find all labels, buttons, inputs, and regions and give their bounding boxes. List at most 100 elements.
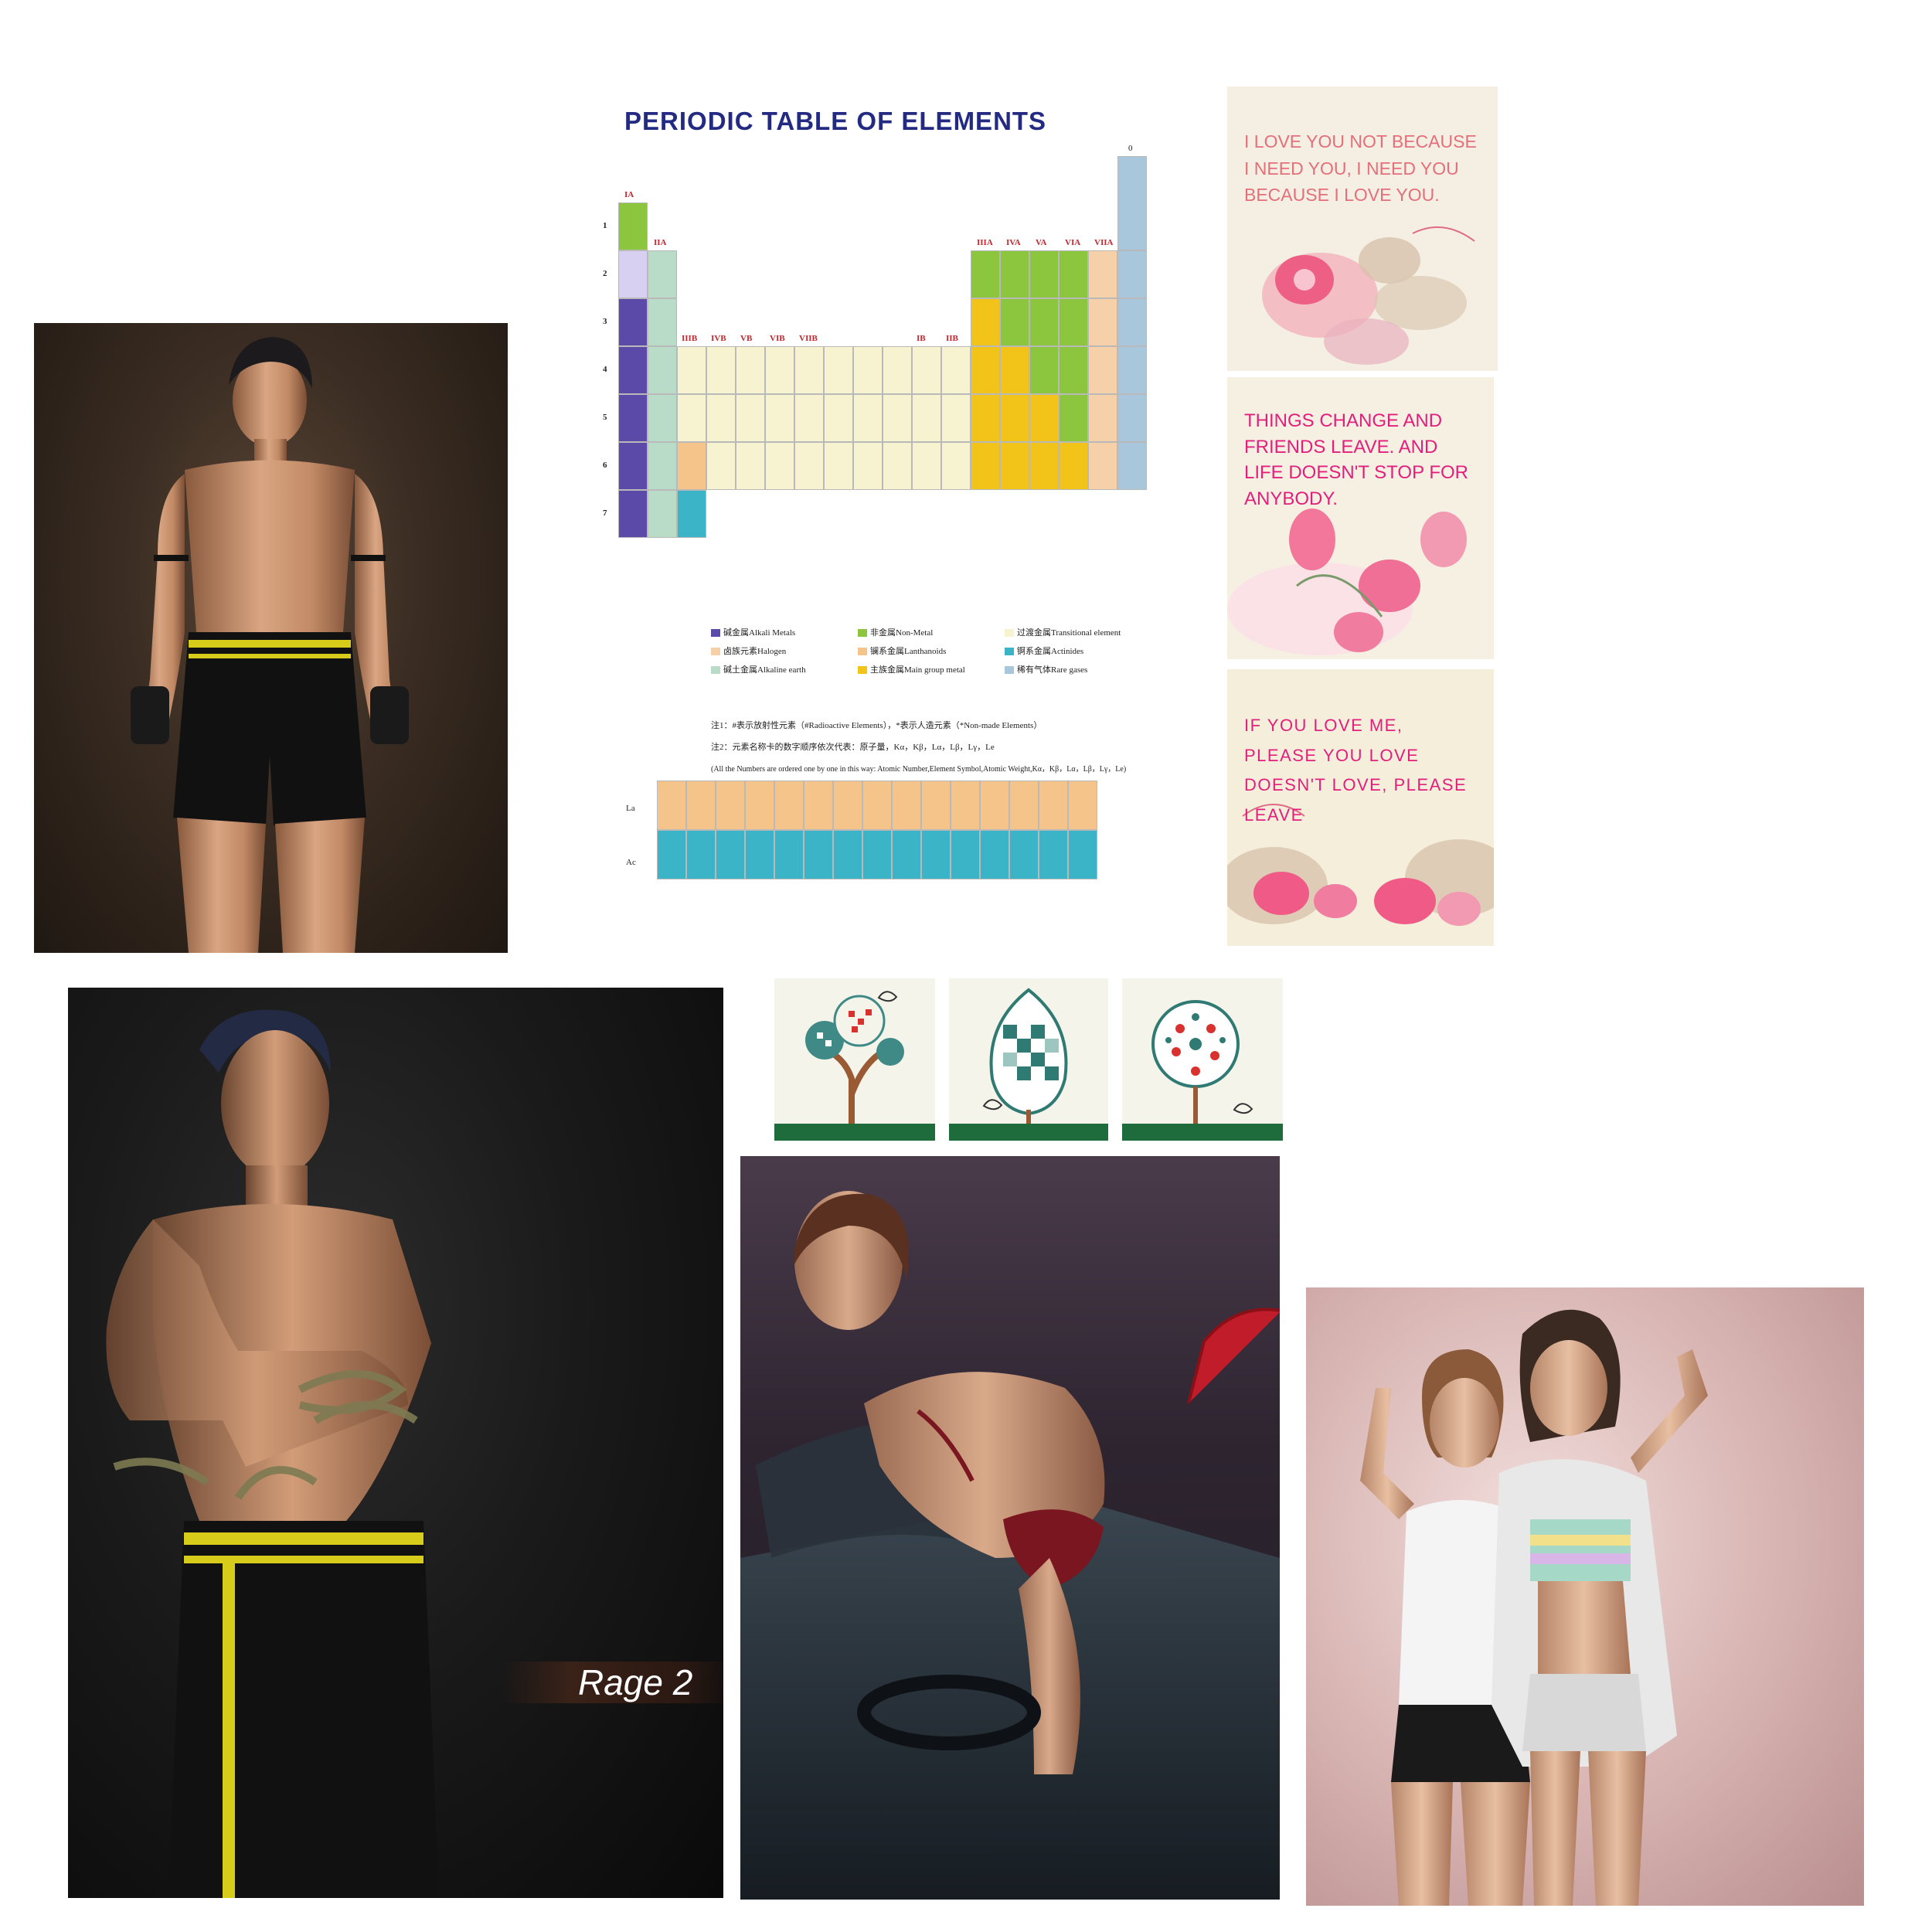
element-cell [1059, 346, 1088, 394]
group-label: IIIA [977, 238, 993, 247]
periodic-note-1: 注1：#表示放射性元素（#Radioactive Elements），*表示人造… [711, 721, 1043, 730]
period-label: 5 [603, 413, 607, 422]
lanthanide-cell [716, 781, 745, 830]
legend-entry: 非金属Non-Metal [858, 626, 933, 638]
legend-swatch [858, 629, 867, 638]
element-cell [1117, 298, 1147, 346]
element-cell [824, 442, 853, 490]
actinide-cell [1039, 830, 1068, 879]
legend-label: 主族金属Main group metal [870, 665, 965, 675]
group-label: VB [740, 334, 753, 343]
element-cell [941, 346, 971, 394]
legend-swatch [711, 629, 720, 638]
element-cell [648, 346, 677, 394]
element-cell [1000, 442, 1029, 490]
legend-swatch [1005, 648, 1014, 656]
element-cell [912, 346, 941, 394]
actinide-cell [892, 830, 921, 879]
legend-label: 锕系金属Actinides [1017, 647, 1084, 656]
actinide-label: Ac [626, 858, 636, 867]
actinide-cell [833, 830, 862, 879]
element-cell [706, 442, 736, 490]
element-cell [765, 346, 794, 394]
fighter-image-2: Rage 2 [68, 988, 723, 1898]
element-cell [618, 298, 648, 346]
legend-entry: 卤族元素Halogen [711, 645, 786, 657]
element-cell [941, 442, 971, 490]
element-cell [1029, 346, 1059, 394]
element-cell [677, 490, 706, 538]
element-cell [1029, 442, 1059, 490]
element-cell [1029, 394, 1059, 442]
period-label: 1 [603, 221, 607, 230]
period-label: 3 [603, 317, 607, 326]
legend-label: 过渡金属Transitional element [1017, 628, 1121, 638]
element-cell [618, 442, 648, 490]
group-label: IIA [654, 238, 667, 247]
element-cell [794, 346, 824, 394]
legend-entry: 主族金属Main group metal [858, 663, 965, 675]
car-scene-image [740, 1156, 1280, 1900]
element-cell [883, 346, 912, 394]
group-label: IIB [946, 334, 958, 343]
group-label: VIIB [799, 334, 818, 343]
element-cell [1000, 298, 1029, 346]
flower-decoration [1227, 804, 1494, 926]
element-cell [618, 394, 648, 442]
element-cell [736, 346, 765, 394]
actinide-cell [716, 830, 745, 879]
rage-2-label: Rage 2 [501, 1662, 723, 1703]
group-label: VIIA [1094, 238, 1114, 247]
element-cell [648, 490, 677, 538]
element-cell [794, 394, 824, 442]
quote-text: I LOVE YOU NOT BECAUSE I NEED YOU, I NEE… [1244, 131, 1477, 205]
lanthanide-cell [951, 781, 980, 830]
actinide-cell [1009, 830, 1039, 879]
element-cell [971, 298, 1000, 346]
element-cell [648, 394, 677, 442]
actinide-cell [657, 830, 686, 879]
element-cell [1059, 442, 1088, 490]
element-cell [648, 442, 677, 490]
element-cell [883, 442, 912, 490]
element-cell [1088, 394, 1117, 442]
actinide-cell [804, 830, 833, 879]
quote-card-2: THINGS CHANGE AND FRIENDS LEAVE. AND LIF… [1227, 377, 1494, 659]
legend-swatch [858, 666, 867, 675]
element-cell [736, 442, 765, 490]
period-label: 2 [603, 269, 607, 278]
group-label: VA [1036, 238, 1047, 247]
element-cell [1117, 442, 1147, 490]
lanthanide-cell [686, 781, 716, 830]
tree-icon [1122, 1000, 1283, 1141]
fighter-1-figure [131, 337, 409, 953]
element-cell [677, 442, 706, 490]
legend-swatch [711, 666, 720, 675]
legend-entry: 过渡金属Transitional element [1005, 626, 1121, 638]
legend-entry: 锕系金属Actinides [1005, 645, 1083, 657]
lanthanide-cell [980, 781, 1009, 830]
element-cell [1117, 394, 1147, 442]
flower-decoration [1262, 226, 1475, 365]
element-cell [618, 490, 648, 538]
tree-tile-1 [774, 978, 935, 1141]
element-cell [1029, 298, 1059, 346]
element-cell [1117, 250, 1147, 298]
legend-label: 非金属Non-Metal [870, 628, 934, 638]
group-label: IVB [711, 334, 726, 343]
group-label: VIB [770, 334, 785, 343]
lanthanide-cell [1009, 781, 1039, 830]
element-cell [677, 394, 706, 442]
actinide-cell [686, 830, 716, 879]
fighter-2-figure [106, 1009, 439, 1898]
tree-tile-3 [1122, 978, 1283, 1141]
element-cell [1059, 250, 1088, 298]
element-cell [794, 442, 824, 490]
element-cell [883, 394, 912, 442]
group-zero-label: 0 [1128, 144, 1133, 153]
element-cell [971, 250, 1000, 298]
legend-swatch [858, 648, 867, 656]
periodic-table-title: PERIODIC TABLE OF ELEMENTS [624, 107, 1047, 135]
lanthanide-cell [774, 781, 804, 830]
element-cell [971, 442, 1000, 490]
